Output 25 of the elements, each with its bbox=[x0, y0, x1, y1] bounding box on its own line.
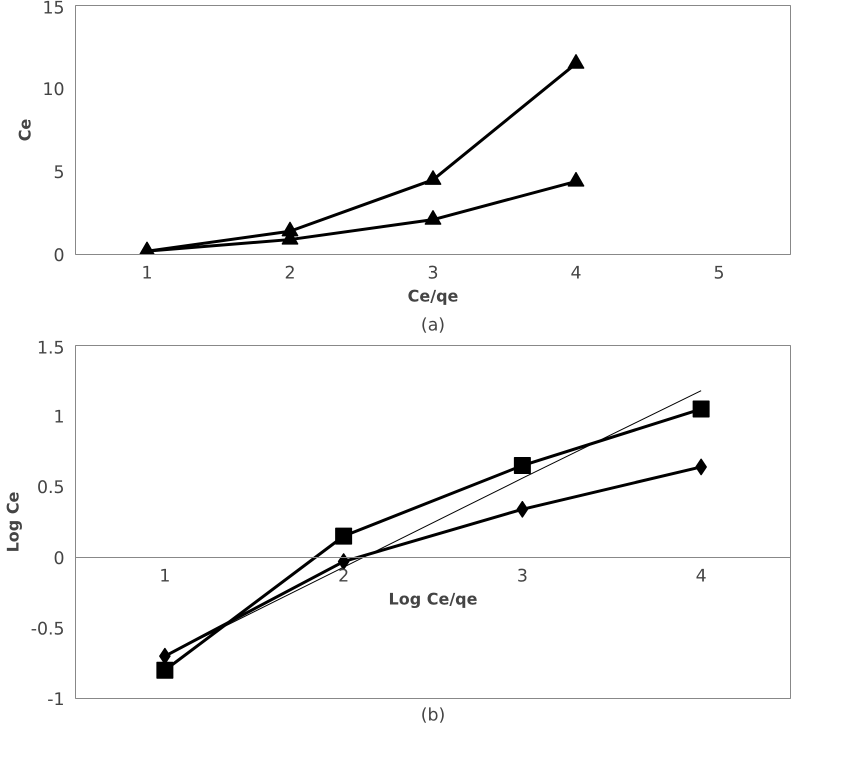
y-tick-label: 0 bbox=[53, 246, 65, 266]
y-tick-label: 1 bbox=[53, 408, 65, 428]
x-axis-title: Log Ce/qe bbox=[388, 590, 478, 608]
x-tick-label: 3 bbox=[427, 264, 439, 284]
y-tick-label: 10 bbox=[42, 80, 65, 100]
x-tick-label: 4 bbox=[570, 264, 582, 284]
y-tick-label: -1 bbox=[47, 690, 65, 710]
y-tick-label: 0.5 bbox=[36, 478, 65, 498]
y-tick-label: 0 bbox=[53, 548, 65, 569]
x-tick-label: 2 bbox=[284, 264, 296, 284]
y-axis-title: Ce bbox=[15, 118, 34, 142]
y-tick-label: 1.5 bbox=[36, 338, 65, 358]
y-tick-label: -0.5 bbox=[30, 619, 64, 640]
text: (a) bbox=[420, 316, 446, 336]
y-tick-label: 5 bbox=[53, 163, 65, 183]
x-tick-label: 1 bbox=[159, 566, 170, 586]
x-tick-label: 3 bbox=[516, 566, 528, 586]
y-axis-title: Log Ce bbox=[4, 491, 23, 552]
x-tick-label: 5 bbox=[713, 264, 725, 284]
x-axis-title: Ce/qe bbox=[408, 286, 459, 306]
text: (b) bbox=[420, 706, 446, 726]
x-tick-label: 4 bbox=[696, 566, 707, 586]
y-tick-label: 15 bbox=[42, 0, 65, 18]
x-tick-label: 1 bbox=[141, 264, 153, 284]
x-tick-label: 2 bbox=[338, 566, 350, 586]
